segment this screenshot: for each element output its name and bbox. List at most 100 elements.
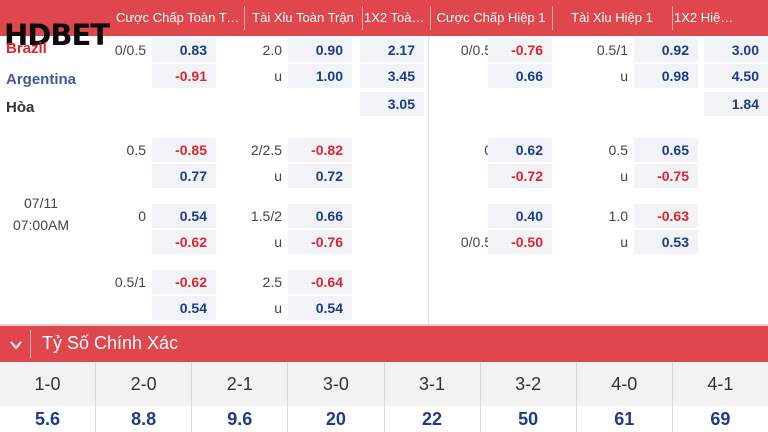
- odds-under[interactable]: 0.72: [288, 164, 352, 188]
- header-overunder-half1[interactable]: Tài Xỉu Hiệp 1: [571, 10, 653, 25]
- odds-over[interactable]: 0.66: [288, 204, 352, 228]
- score-odds[interactable]: 50: [480, 406, 576, 432]
- odds-h1-over[interactable]: 0.65: [634, 138, 698, 162]
- overunder-line: 2/2.5: [250, 142, 282, 158]
- header-handicap-half1[interactable]: Cược Chấp Hiệp 1: [436, 10, 546, 25]
- odds-over[interactable]: -0.82: [288, 138, 352, 162]
- column-divider: [428, 36, 429, 324]
- odds-h1-over[interactable]: -0.63: [634, 204, 698, 228]
- odds-over[interactable]: 0.90: [288, 38, 352, 62]
- score-odds[interactable]: 22: [384, 406, 480, 432]
- match-date: 07/11: [24, 195, 58, 211]
- handicap-line: 0.5/1: [114, 274, 146, 290]
- score-odds[interactable]: 8.8: [96, 406, 192, 432]
- odds-h1-handicap-away[interactable]: -0.50: [488, 230, 552, 254]
- header-overunder-fulltime[interactable]: Tài Xỉu Toàn Trận: [252, 10, 354, 25]
- odds-handicap-home[interactable]: 0.54: [152, 204, 216, 228]
- header-divider: [30, 330, 31, 358]
- odds-h1-under[interactable]: -0.75: [634, 164, 698, 188]
- h1-under-label: u: [620, 168, 628, 184]
- odds-handicap-away[interactable]: 0.54: [152, 296, 216, 320]
- odds-under[interactable]: 0.54: [288, 296, 352, 320]
- odds-h1-under[interactable]: 0.53: [634, 230, 698, 254]
- odds-under[interactable]: 1.00: [288, 64, 352, 88]
- header-divider: [672, 6, 673, 30]
- chevron-down-icon[interactable]: [4, 326, 28, 362]
- home-team-name: Brazil: [6, 40, 47, 57]
- score-label: 2-0: [96, 362, 192, 406]
- score-odds[interactable]: 61: [576, 406, 672, 432]
- odds-h1-handicap-away[interactable]: 0.66: [488, 64, 552, 88]
- score-option[interactable]: 3-2 50: [480, 362, 577, 432]
- score-label: 4-0: [576, 362, 672, 406]
- overunder-line: 1.5/2: [250, 208, 282, 224]
- score-option[interactable]: 4-0 61: [576, 362, 673, 432]
- h1-under-label: u: [620, 234, 628, 250]
- score-option[interactable]: 4-1 69: [672, 362, 768, 432]
- score-odds[interactable]: 5.6: [0, 406, 96, 432]
- score-odds[interactable]: 69: [672, 406, 768, 432]
- odds-handicap-home[interactable]: -0.62: [152, 270, 216, 294]
- score-label: 2-1: [192, 362, 288, 406]
- h1-handicap-line: 0/0.5: [460, 234, 492, 250]
- correct-score-title: Tỷ Số Chính Xác: [42, 333, 179, 353]
- odds-h1-handicap-home[interactable]: 0.62: [488, 138, 552, 162]
- score-odds[interactable]: 20: [288, 406, 384, 432]
- overunder-line: 2.5: [262, 274, 282, 290]
- match-time: 07:00AM: [12, 217, 70, 233]
- odds-h1-1x2-draw[interactable]: 1.84: [704, 92, 768, 116]
- score-label: 3-1: [384, 362, 480, 406]
- away-team-name: Argentina: [6, 71, 77, 88]
- odds-1x2-home[interactable]: 2.17: [360, 38, 424, 62]
- h1-overunder-line: 0.5: [608, 142, 628, 158]
- header-1x2-half1[interactable]: 1X2 Hiệp 1: [674, 10, 738, 25]
- odds-over[interactable]: -0.64: [288, 270, 352, 294]
- under-label: u: [274, 234, 282, 250]
- odds-under[interactable]: -0.76: [288, 230, 352, 254]
- odds-1x2-away[interactable]: 3.45: [360, 64, 424, 88]
- header-1x2-fulltime[interactable]: 1X2 Toàn Trận: [364, 10, 428, 25]
- odds-handicap-home[interactable]: -0.85: [152, 138, 216, 162]
- score-option[interactable]: 3-1 22: [384, 362, 481, 432]
- score-label: 3-0: [288, 362, 384, 406]
- under-label: u: [274, 168, 282, 184]
- draw-label: Hòa: [6, 99, 35, 116]
- odds-h1-over[interactable]: 0.92: [634, 38, 698, 62]
- h1-handicap-line: 0/0.5: [460, 42, 492, 58]
- odds-h1-handicap-home[interactable]: 0.40: [488, 204, 552, 228]
- market-header: Cược Chấp Toàn Trận Tài Xỉu Toàn Trận 1X…: [0, 0, 768, 36]
- odds-h1-1x2-away[interactable]: 4.50: [704, 64, 768, 88]
- score-label: 4-1: [672, 362, 768, 406]
- match-datetime: 07/11 07:00AM: [0, 192, 82, 236]
- handicap-line: 0/0.5: [114, 42, 146, 58]
- odds-1x2-draw[interactable]: 3.05: [360, 92, 424, 116]
- score-option[interactable]: 2-0 8.8: [96, 362, 193, 432]
- header-divider: [430, 6, 431, 30]
- handicap-line: 0.5: [126, 142, 146, 158]
- odds-h1-handicap-home[interactable]: -0.76: [488, 38, 552, 62]
- header-divider: [244, 6, 245, 30]
- correct-score-grid: 1-0 5.6 2-0 8.8 2-1 9.6 3-0 20 3-1 22 3-…: [0, 362, 768, 432]
- score-option[interactable]: 3-0 20: [288, 362, 385, 432]
- odds-handicap-away[interactable]: 0.77: [152, 164, 216, 188]
- h1-overunder-line: 0.5/1: [596, 42, 628, 58]
- odds-handicap-away[interactable]: -0.91: [152, 64, 216, 88]
- header-handicap-fulltime[interactable]: Cược Chấp Toàn Trận: [116, 10, 242, 25]
- odds-handicap-home[interactable]: 0.83: [152, 38, 216, 62]
- header-divider: [362, 6, 363, 30]
- score-option[interactable]: 2-1 9.6: [192, 362, 289, 432]
- score-label: 1-0: [0, 362, 96, 406]
- overunder-line: 2.0: [262, 42, 282, 58]
- odds-h1-under[interactable]: 0.98: [634, 64, 698, 88]
- score-option[interactable]: 1-0 5.6: [0, 362, 97, 432]
- header-divider: [552, 6, 553, 30]
- score-odds[interactable]: 9.6: [192, 406, 288, 432]
- odds-h1-1x2-home[interactable]: 3.00: [704, 38, 768, 62]
- odds-h1-handicap-away[interactable]: -0.72: [488, 164, 552, 188]
- handicap-line: 0: [138, 208, 146, 224]
- correct-score-header[interactable]: Tỷ Số Chính Xác: [0, 324, 768, 362]
- odds-handicap-away[interactable]: -0.62: [152, 230, 216, 254]
- brand-logo: HDBET: [4, 18, 110, 52]
- h1-under-label: u: [620, 68, 628, 84]
- score-label: 3-2: [480, 362, 576, 406]
